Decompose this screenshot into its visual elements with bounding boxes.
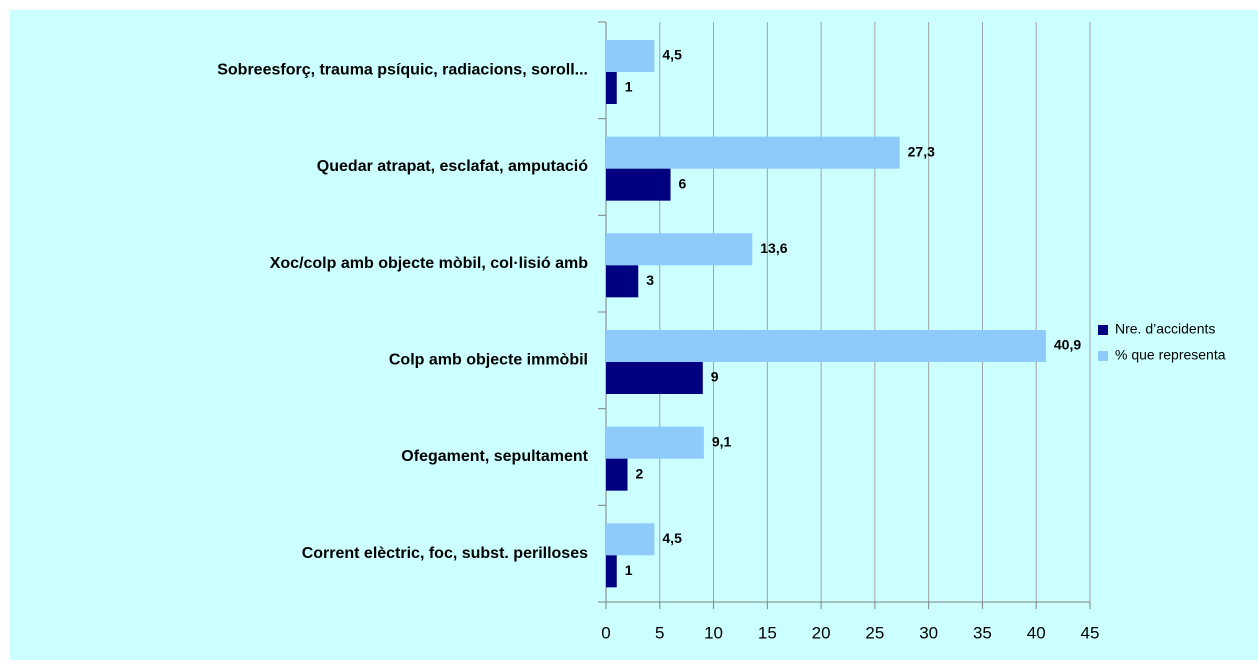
category-label: Xoc/colp amb objecte mòbil, col·lisió am…: [270, 255, 589, 272]
legend-label: Nre. d’accidents: [1115, 321, 1215, 337]
bar: [606, 233, 753, 266]
value-label: 40,9: [1054, 337, 1081, 353]
category-label: Corrent elèctric, foc, subst. perilloses: [302, 545, 588, 562]
legend-swatch: [1098, 325, 1108, 335]
bar: [606, 523, 655, 556]
x-tick-label: 30: [919, 623, 938, 642]
category-label: Colp amb objecte immòbil: [389, 352, 588, 369]
bar: [606, 330, 1046, 362]
bar: [606, 168, 671, 201]
value-label: 6: [679, 175, 687, 191]
bar: [606, 265, 639, 298]
x-tick-label: 40: [1027, 623, 1046, 642]
category-label: Ofegament, sepultament: [401, 448, 588, 465]
bar: [606, 426, 704, 459]
category-label: Quedar atrapat, esclafat, amputació: [317, 158, 588, 175]
value-label: 1: [625, 79, 633, 95]
value-label: 4,5: [662, 47, 682, 63]
bar: [606, 555, 617, 588]
legend-swatch: [1098, 351, 1108, 361]
value-label: 2: [636, 465, 644, 481]
legend-label: % que representa: [1115, 347, 1226, 363]
x-tick-label: 35: [973, 623, 992, 642]
bar: [606, 136, 900, 169]
value-label: 3: [646, 272, 654, 288]
x-tick-label: 20: [812, 623, 831, 642]
bar: [606, 72, 617, 104]
x-tick-label: 45: [1081, 623, 1100, 642]
value-label: 9: [711, 369, 719, 385]
x-tick-label: 15: [758, 623, 777, 642]
x-tick-label: 0: [601, 623, 610, 642]
category-label: Sobreesforç, trauma psíquic, radiacions,…: [217, 62, 588, 79]
x-tick-label: 10: [704, 623, 723, 642]
x-tick-label: 25: [865, 623, 884, 642]
value-label: 1: [625, 562, 633, 578]
value-label: 9,1: [712, 433, 732, 449]
bar: [606, 40, 655, 72]
value-label: 27,3: [908, 143, 935, 159]
bar: [606, 458, 628, 491]
bar: [606, 362, 703, 394]
value-label: 13,6: [760, 240, 787, 256]
value-label: 4,5: [662, 530, 682, 546]
x-tick-label: 5: [655, 623, 664, 642]
